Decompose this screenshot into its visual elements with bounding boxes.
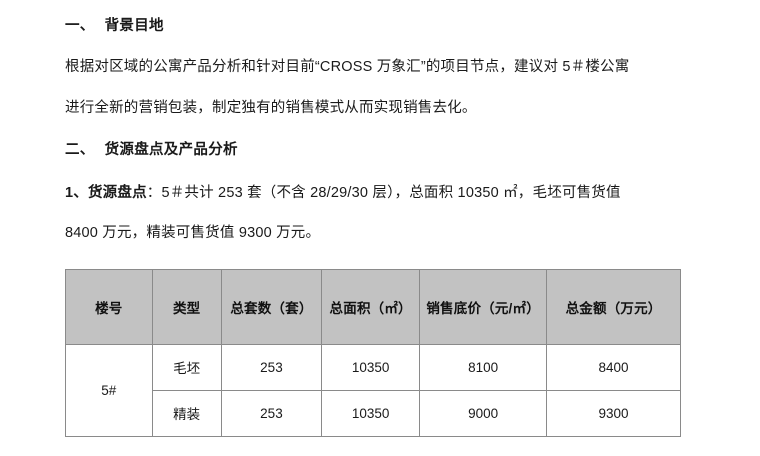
table-row: 5# 毛坯 253 10350 8100 8400 [65, 343, 681, 437]
inventory-table: 楼号 类型 总套数（套） 总面积（㎡） 销售底价（元/㎡） 总金额（万元） 5#… [65, 268, 681, 437]
table-cell-total-amount: 9300 [546, 389, 681, 437]
table-cell-total-units: 253 [220, 343, 323, 391]
table-header-cell-building: 楼号 [65, 268, 153, 345]
table-cell-total-units: 253 [220, 389, 323, 437]
table-header-cell-type: 类型 [151, 268, 222, 345]
table-cell-total-amount: 8400 [546, 343, 681, 391]
table-header: 楼号 类型 总套数（套） 总面积（㎡） 销售底价（元/㎡） 总金额（万元） [65, 268, 681, 345]
section-heading-1-text: 背景目地 [104, 18, 164, 34]
table-cell-total-area: 10350 [321, 343, 421, 391]
table-header-cell-total-area: 总面积（㎡） [321, 268, 421, 345]
table-body: 5# 毛坯 253 10350 8100 8400 精装 253 10350 9… [65, 343, 681, 437]
item-1-label: 1、货源盘点 [65, 184, 147, 201]
section-heading-1-number: 一、 [65, 18, 95, 34]
table-header-cell-base-price: 销售底价（元/㎡） [419, 268, 548, 345]
paragraph-1-line-2: 进行全新的营销包装，制定独有的销售模式从而实现销售去化。 [65, 99, 477, 116]
section-heading-2-text: 货源盘点及产品分析 [104, 142, 238, 159]
table-cell-base-price: 9000 [419, 389, 548, 437]
table-cell-type: 毛坯 [151, 343, 222, 391]
table-header-cell-total-amount: 总金额（万元） [546, 268, 681, 345]
document-content: 一、 背景目地 根据对区域的公寓产品分析和针对目前“CROSS 万象汇”的项目节点… [65, 18, 690, 437]
table-cell-building: 5# [65, 343, 153, 437]
section-heading-2: 二、 货源盘点及产品分析 [65, 142, 690, 159]
paragraph-1-line-1: 根据对区域的公寓产品分析和针对目前“CROSS 万象汇”的项目节点，建议对 5＃… [65, 59, 630, 76]
item-1-line-1: 1、货源盘点：5＃共计 253 套（不含 28/29/30 层），总面积 103… [65, 186, 690, 201]
item-1-line-2: 8400 万元，精装可售货值 9300 万元。 [65, 225, 321, 242]
section-heading-2-number: 二、 [65, 142, 95, 159]
table-row: 精装 253 10350 9000 9300 [66, 389, 681, 437]
table-header-row: 楼号 类型 总套数（套） 总面积（㎡） 销售底价（元/㎡） 总金额（万元） [65, 268, 681, 345]
table-cell-total-area: 10350 [321, 389, 421, 437]
table-header-cell-total-units: 总套数（套） [220, 268, 323, 345]
inventory-table-wrapper: 楼号 类型 总套数（套） 总面积（㎡） 销售底价（元/㎡） 总金额（万元） 5#… [65, 268, 681, 437]
section-heading-1: 一、 背景目地 [65, 18, 690, 35]
table-cell-type: 精装 [151, 389, 222, 437]
item-1-line-1-rest: ：5＃共计 253 套（不含 28/29/30 层），总面积 10350 ㎡，毛… [146, 184, 621, 201]
table-cell-base-price: 8100 [419, 343, 548, 391]
